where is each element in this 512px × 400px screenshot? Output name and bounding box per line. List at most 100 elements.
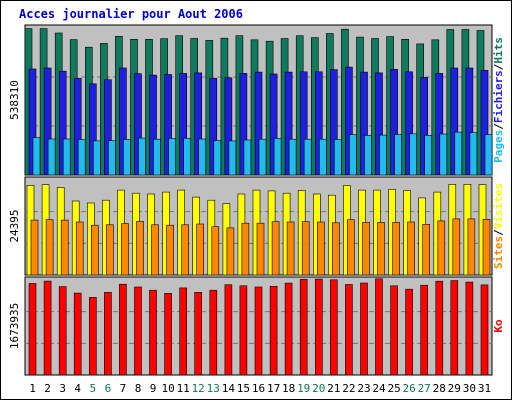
bar-sites-day-25	[392, 222, 400, 276]
x-tick-label: 17	[267, 382, 280, 395]
bar-fichiers-day-2	[43, 67, 52, 176]
bar-fichiers-day-1	[28, 68, 37, 176]
bar-fichiers-day-11	[179, 73, 187, 176]
bar-ko-day-1	[28, 283, 37, 376]
bar-fichiers-day-30	[465, 67, 474, 176]
bar-pages-day-1	[32, 137, 41, 176]
bar-pages-day-24	[379, 134, 387, 176]
bar-fichiers-day-6	[104, 79, 112, 176]
x-tick-label: 29	[448, 382, 461, 395]
bar-pages-day-25	[394, 134, 402, 176]
bar-ko-day-24	[375, 278, 383, 376]
bar-fichiers-day-19	[299, 71, 308, 176]
x-tick-label: 13	[207, 382, 220, 395]
bar-fichiers-day-9	[149, 74, 157, 176]
legend-item-pages: Pages	[492, 130, 505, 163]
bar-fichiers-day-12	[194, 72, 202, 176]
x-tick-label: 11	[177, 382, 190, 395]
bar-fichiers-day-8	[134, 73, 142, 176]
bar-sites-day-18	[286, 221, 295, 276]
bar-sites-day-22	[347, 219, 355, 276]
axis-max-label: 538310	[8, 80, 21, 120]
bar-fichiers-day-4	[73, 78, 82, 176]
bar-pages-day-4	[77, 139, 86, 176]
bar-pages-day-11	[183, 138, 191, 176]
bar-sites-day-16	[256, 222, 265, 276]
bar-sites-day-15	[241, 222, 250, 276]
bar-fichiers-day-10	[164, 74, 172, 176]
panel-2: 24395 Sites/Visites	[8, 176, 505, 276]
bar-sites-day-11	[181, 224, 189, 276]
bar-pages-day-17	[273, 138, 282, 176]
x-tick-label: 8	[135, 382, 142, 395]
bar-fichiers-day-29	[450, 67, 459, 176]
panel-3: 1673935 Ko	[8, 276, 505, 376]
bar-pages-day-19	[303, 138, 312, 176]
bar-ko-day-3	[58, 286, 67, 376]
bar-sites-day-9	[151, 224, 159, 276]
x-tick-label: 31	[478, 382, 491, 395]
bar-fichiers-day-15	[239, 73, 248, 176]
bar-pages-day-22	[349, 134, 357, 176]
x-tick-label: 14	[222, 382, 236, 395]
bar-pages-day-15	[243, 139, 252, 176]
x-tick-label: 16	[252, 382, 265, 395]
bar-ko-day-10	[164, 293, 172, 376]
bar-ko-day-29	[450, 280, 459, 376]
bar-sites-day-4	[75, 221, 84, 276]
x-tick-label: 1	[29, 382, 36, 395]
bar-sites-day-3	[60, 219, 69, 276]
bar-pages-day-29	[454, 131, 463, 176]
bar-ko-day-9	[149, 289, 157, 376]
bar-ko-day-22	[345, 284, 353, 376]
x-tick-label: 30	[463, 382, 476, 395]
legend-item-fichiers: Fichiers	[492, 70, 505, 123]
bar-sites-day-27	[422, 224, 431, 276]
bar-pages-day-31	[484, 134, 493, 176]
x-tick-label: 4	[74, 382, 81, 395]
x-tick-label: 26	[402, 382, 415, 395]
x-tick-label: 18	[282, 382, 295, 395]
axis-max-label: 24395	[8, 209, 21, 242]
bar-ko-day-19	[299, 279, 308, 376]
bar-ko-day-25	[390, 285, 398, 376]
bar-fichiers-day-14	[224, 77, 233, 176]
bar-ko-day-30	[465, 281, 474, 376]
bar-pages-day-13	[213, 140, 222, 176]
x-tick-label: 7	[120, 382, 127, 395]
bar-ko-day-4	[73, 292, 82, 376]
bar-ko-day-27	[420, 284, 429, 376]
bar-fichiers-day-18	[284, 71, 293, 176]
bar-pages-day-26	[409, 133, 417, 176]
legend-item-visites: Visites	[492, 183, 505, 229]
bar-ko-day-7	[119, 283, 127, 376]
bar-pages-day-5	[93, 140, 101, 176]
bar-fichiers-day-26	[405, 71, 413, 176]
bar-ko-day-5	[89, 297, 97, 376]
bar-sites-day-30	[467, 218, 476, 276]
bar-pages-day-16	[258, 138, 267, 176]
bar-sites-day-17	[271, 221, 280, 276]
bar-pages-day-23	[364, 135, 372, 176]
bar-pages-day-3	[62, 138, 71, 176]
bar-sites-day-7	[121, 223, 129, 276]
bar-ko-day-13	[209, 289, 218, 376]
x-tick-label: 12	[192, 382, 205, 395]
x-tick-label: 5	[89, 382, 96, 395]
bar-ko-day-8	[134, 286, 142, 376]
bar-sites-day-10	[166, 224, 174, 276]
bar-pages-day-12	[198, 138, 206, 176]
x-tick-label: 6	[105, 382, 112, 395]
bar-sites-day-29	[452, 218, 461, 276]
bar-ko-day-15	[239, 285, 248, 376]
bar-sites-day-20	[316, 221, 325, 276]
bar-ko-day-14	[224, 284, 233, 376]
x-tick-label: 28	[433, 382, 446, 395]
bar-fichiers-day-22	[345, 66, 353, 176]
bar-sites-day-13	[211, 226, 220, 276]
bar-fichiers-day-31	[480, 70, 489, 176]
x-tick-label: 19	[297, 382, 310, 395]
legend-item-ko: Ko	[492, 319, 505, 333]
bar-pages-day-2	[47, 138, 56, 176]
bar-pages-day-6	[108, 140, 116, 176]
